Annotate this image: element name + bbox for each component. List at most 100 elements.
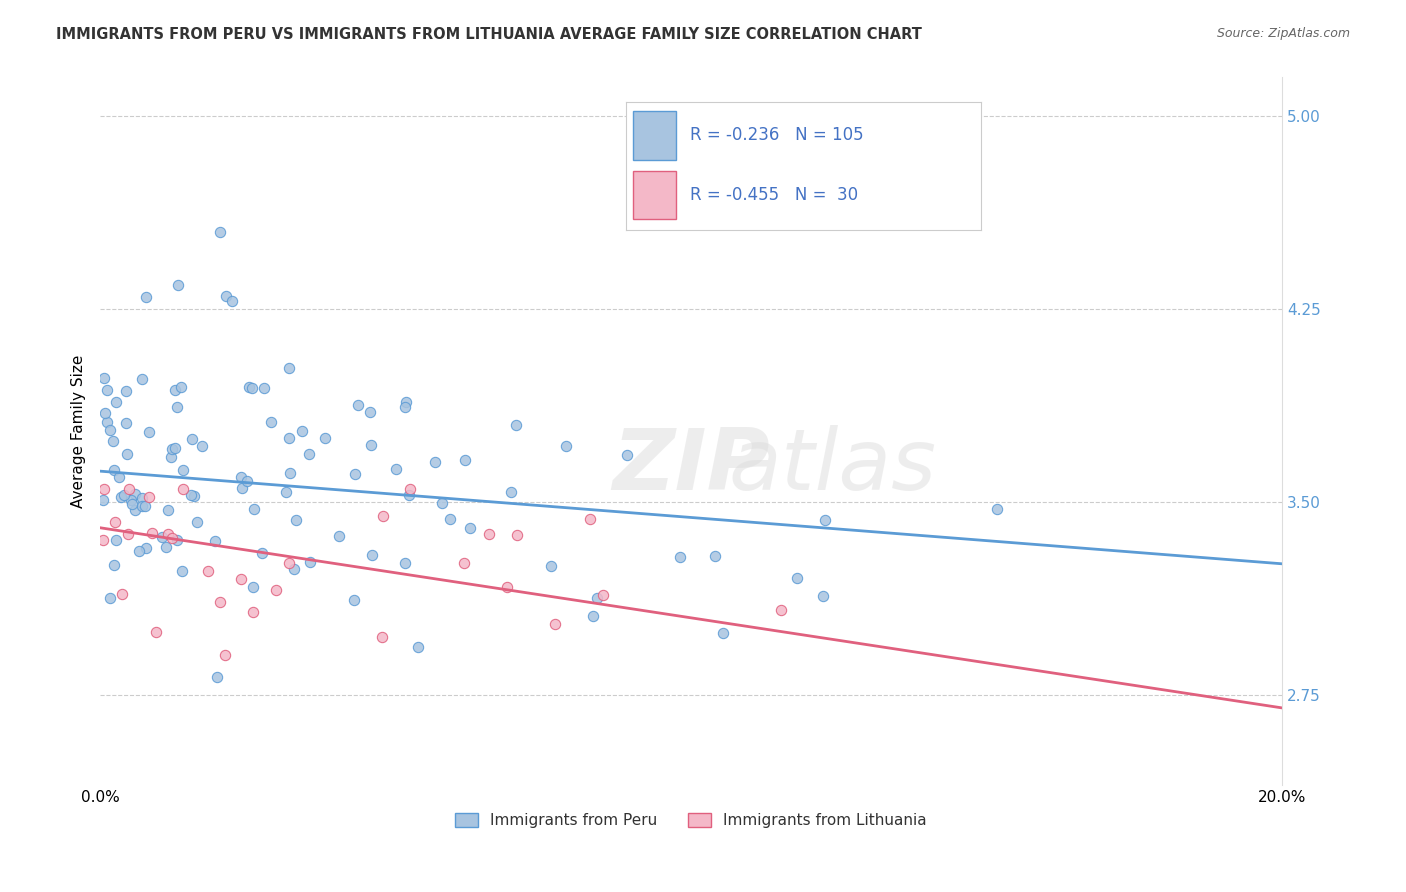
Point — [93, 371, 115, 385]
Point — [209, 225, 232, 239]
Point — [134, 499, 156, 513]
Point — [166, 533, 188, 548]
Point — [314, 431, 336, 445]
Point — [343, 593, 366, 607]
Point — [105, 533, 128, 547]
Point — [124, 503, 146, 517]
Point — [115, 447, 138, 461]
Point — [231, 481, 253, 495]
Point — [155, 541, 177, 555]
Point — [585, 591, 607, 605]
Point — [150, 530, 173, 544]
Point — [215, 289, 238, 303]
Point — [138, 425, 160, 439]
Point — [811, 590, 834, 604]
Point — [501, 485, 523, 500]
Point — [101, 434, 124, 449]
Point — [284, 513, 307, 527]
Point — [253, 381, 276, 395]
Point — [157, 502, 180, 516]
Point — [135, 541, 157, 555]
Point — [205, 670, 228, 684]
Point — [98, 423, 121, 437]
Point — [328, 529, 350, 543]
Point — [117, 527, 139, 541]
Point — [495, 580, 517, 594]
Point — [160, 532, 183, 546]
Point — [430, 496, 453, 510]
Point — [704, 549, 727, 563]
Point — [298, 447, 321, 461]
Point — [121, 498, 143, 512]
Point — [96, 415, 118, 429]
Point — [395, 395, 418, 409]
Point — [166, 400, 188, 414]
Point — [165, 384, 187, 398]
Point — [108, 470, 131, 484]
Point — [115, 416, 138, 430]
Point — [385, 462, 408, 476]
Point — [506, 528, 529, 542]
Point — [186, 516, 208, 530]
Point — [278, 466, 301, 480]
Point — [264, 582, 287, 597]
Point — [170, 380, 193, 394]
Text: ZIP: ZIP — [612, 425, 770, 508]
Point — [167, 278, 190, 293]
Point — [135, 290, 157, 304]
Point — [236, 474, 259, 488]
Point — [157, 526, 180, 541]
Point — [214, 648, 236, 663]
Point — [120, 492, 142, 507]
Point — [770, 603, 793, 617]
Point — [94, 406, 117, 420]
Point — [555, 439, 578, 453]
Point — [103, 558, 125, 572]
Point — [347, 398, 370, 412]
Point — [540, 558, 562, 573]
Point — [91, 492, 114, 507]
Point — [592, 588, 614, 602]
Point — [141, 526, 163, 541]
Point — [291, 424, 314, 438]
Text: atlas: atlas — [728, 425, 936, 508]
Point — [986, 501, 1008, 516]
Point — [259, 415, 281, 429]
Point — [124, 487, 146, 501]
Point — [453, 556, 475, 570]
Point — [373, 508, 395, 523]
Point — [243, 502, 266, 516]
Point — [110, 490, 132, 504]
Point — [172, 482, 194, 496]
Point — [131, 499, 153, 513]
Point — [505, 418, 527, 433]
Point — [209, 595, 232, 609]
Point — [96, 383, 118, 397]
Point — [581, 609, 603, 624]
Point — [105, 395, 128, 409]
Point — [112, 488, 135, 502]
Point — [616, 448, 638, 462]
Point — [160, 442, 183, 457]
Point — [242, 605, 264, 619]
Point — [544, 617, 567, 632]
Point — [786, 571, 808, 585]
Point — [204, 533, 226, 548]
Point — [361, 548, 384, 562]
Point — [283, 562, 305, 576]
Point — [277, 361, 299, 376]
Point — [398, 488, 420, 502]
Point — [669, 550, 692, 565]
Point — [399, 482, 422, 496]
Point — [118, 482, 141, 496]
Point — [458, 520, 481, 534]
Point — [172, 463, 194, 477]
Point — [439, 511, 461, 525]
Point — [360, 437, 382, 451]
Point — [170, 564, 193, 578]
Point — [181, 432, 204, 446]
Point — [111, 586, 134, 600]
Point — [98, 591, 121, 605]
Point — [238, 380, 260, 394]
Point — [114, 384, 136, 398]
